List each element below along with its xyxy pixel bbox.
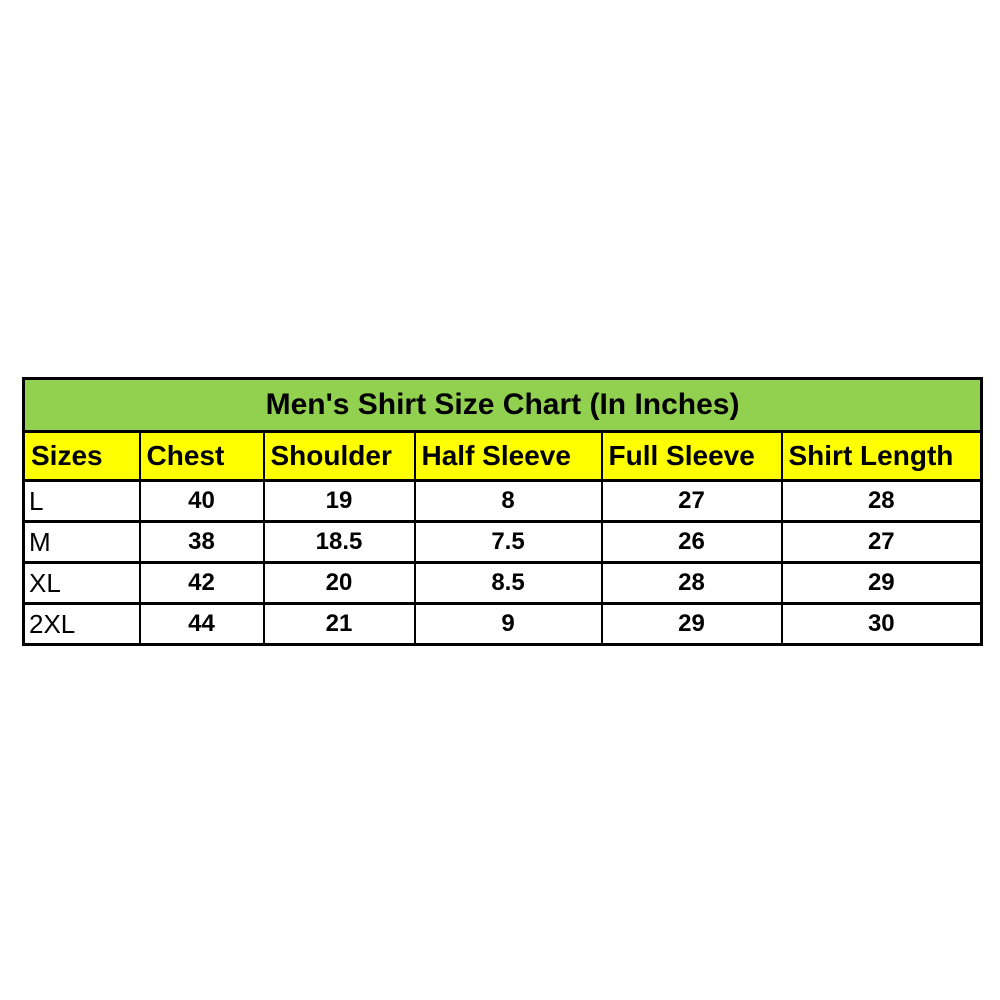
column-header-shoulder: Shoulder: [262, 430, 416, 482]
column-header-chest: Chest: [138, 430, 265, 482]
measurement-value: 26: [600, 520, 783, 564]
column-header-sizes: Sizes: [22, 430, 141, 482]
measurement-value: 42: [138, 561, 265, 605]
measurement-value: 28: [780, 479, 983, 523]
measurement-value: 18.5: [262, 520, 416, 564]
table-body: L 40 19 8 27 28 M 38 18.5 7.5 26 27 XL 42 20 8.5 28 29 2XL…: [22, 479, 983, 646]
table-row-m: M 38 18.5 7.5 26 27: [22, 520, 983, 564]
size-label: M: [22, 520, 141, 564]
measurement-value: 44: [138, 602, 265, 646]
column-header-shirt-length: Shirt Length: [780, 430, 983, 482]
column-header-full-sleeve: Full Sleeve: [600, 430, 783, 482]
measurement-value: 7.5: [413, 520, 603, 564]
measurement-value: 20: [262, 561, 416, 605]
measurement-value: 29: [780, 561, 983, 605]
table-title: Men's Shirt Size Chart (In Inches): [22, 377, 983, 433]
size-label: XL: [22, 561, 141, 605]
title-row: Men's Shirt Size Chart (In Inches): [22, 377, 983, 433]
measurement-value: 30: [780, 602, 983, 646]
table-row-xl: XL 42 20 8.5 28 29: [22, 561, 983, 605]
column-header-half-sleeve: Half Sleeve: [413, 430, 603, 482]
measurement-value: 21: [262, 602, 416, 646]
size-chart-table: Men's Shirt Size Chart (In Inches) Sizes…: [22, 377, 984, 646]
measurement-value: 9: [413, 602, 603, 646]
measurement-value: 28: [600, 561, 783, 605]
measurement-value: 29: [600, 602, 783, 646]
measurement-value: 40: [138, 479, 265, 523]
size-label: 2XL: [22, 602, 141, 646]
measurement-value: 38: [138, 520, 265, 564]
measurement-value: 8.5: [413, 561, 603, 605]
measurement-value: 19: [262, 479, 416, 523]
size-label: L: [22, 479, 141, 523]
header-row: Sizes Chest Shoulder Half Sleeve Full Sleeve…: [22, 430, 983, 482]
table-row-l: L 40 19 8 27 28: [22, 479, 983, 523]
measurement-value: 8: [413, 479, 603, 523]
measurement-value: 27: [780, 520, 983, 564]
table-row-2xl: 2XL 44 21 9 29 30: [22, 602, 983, 646]
measurement-value: 27: [600, 479, 783, 523]
